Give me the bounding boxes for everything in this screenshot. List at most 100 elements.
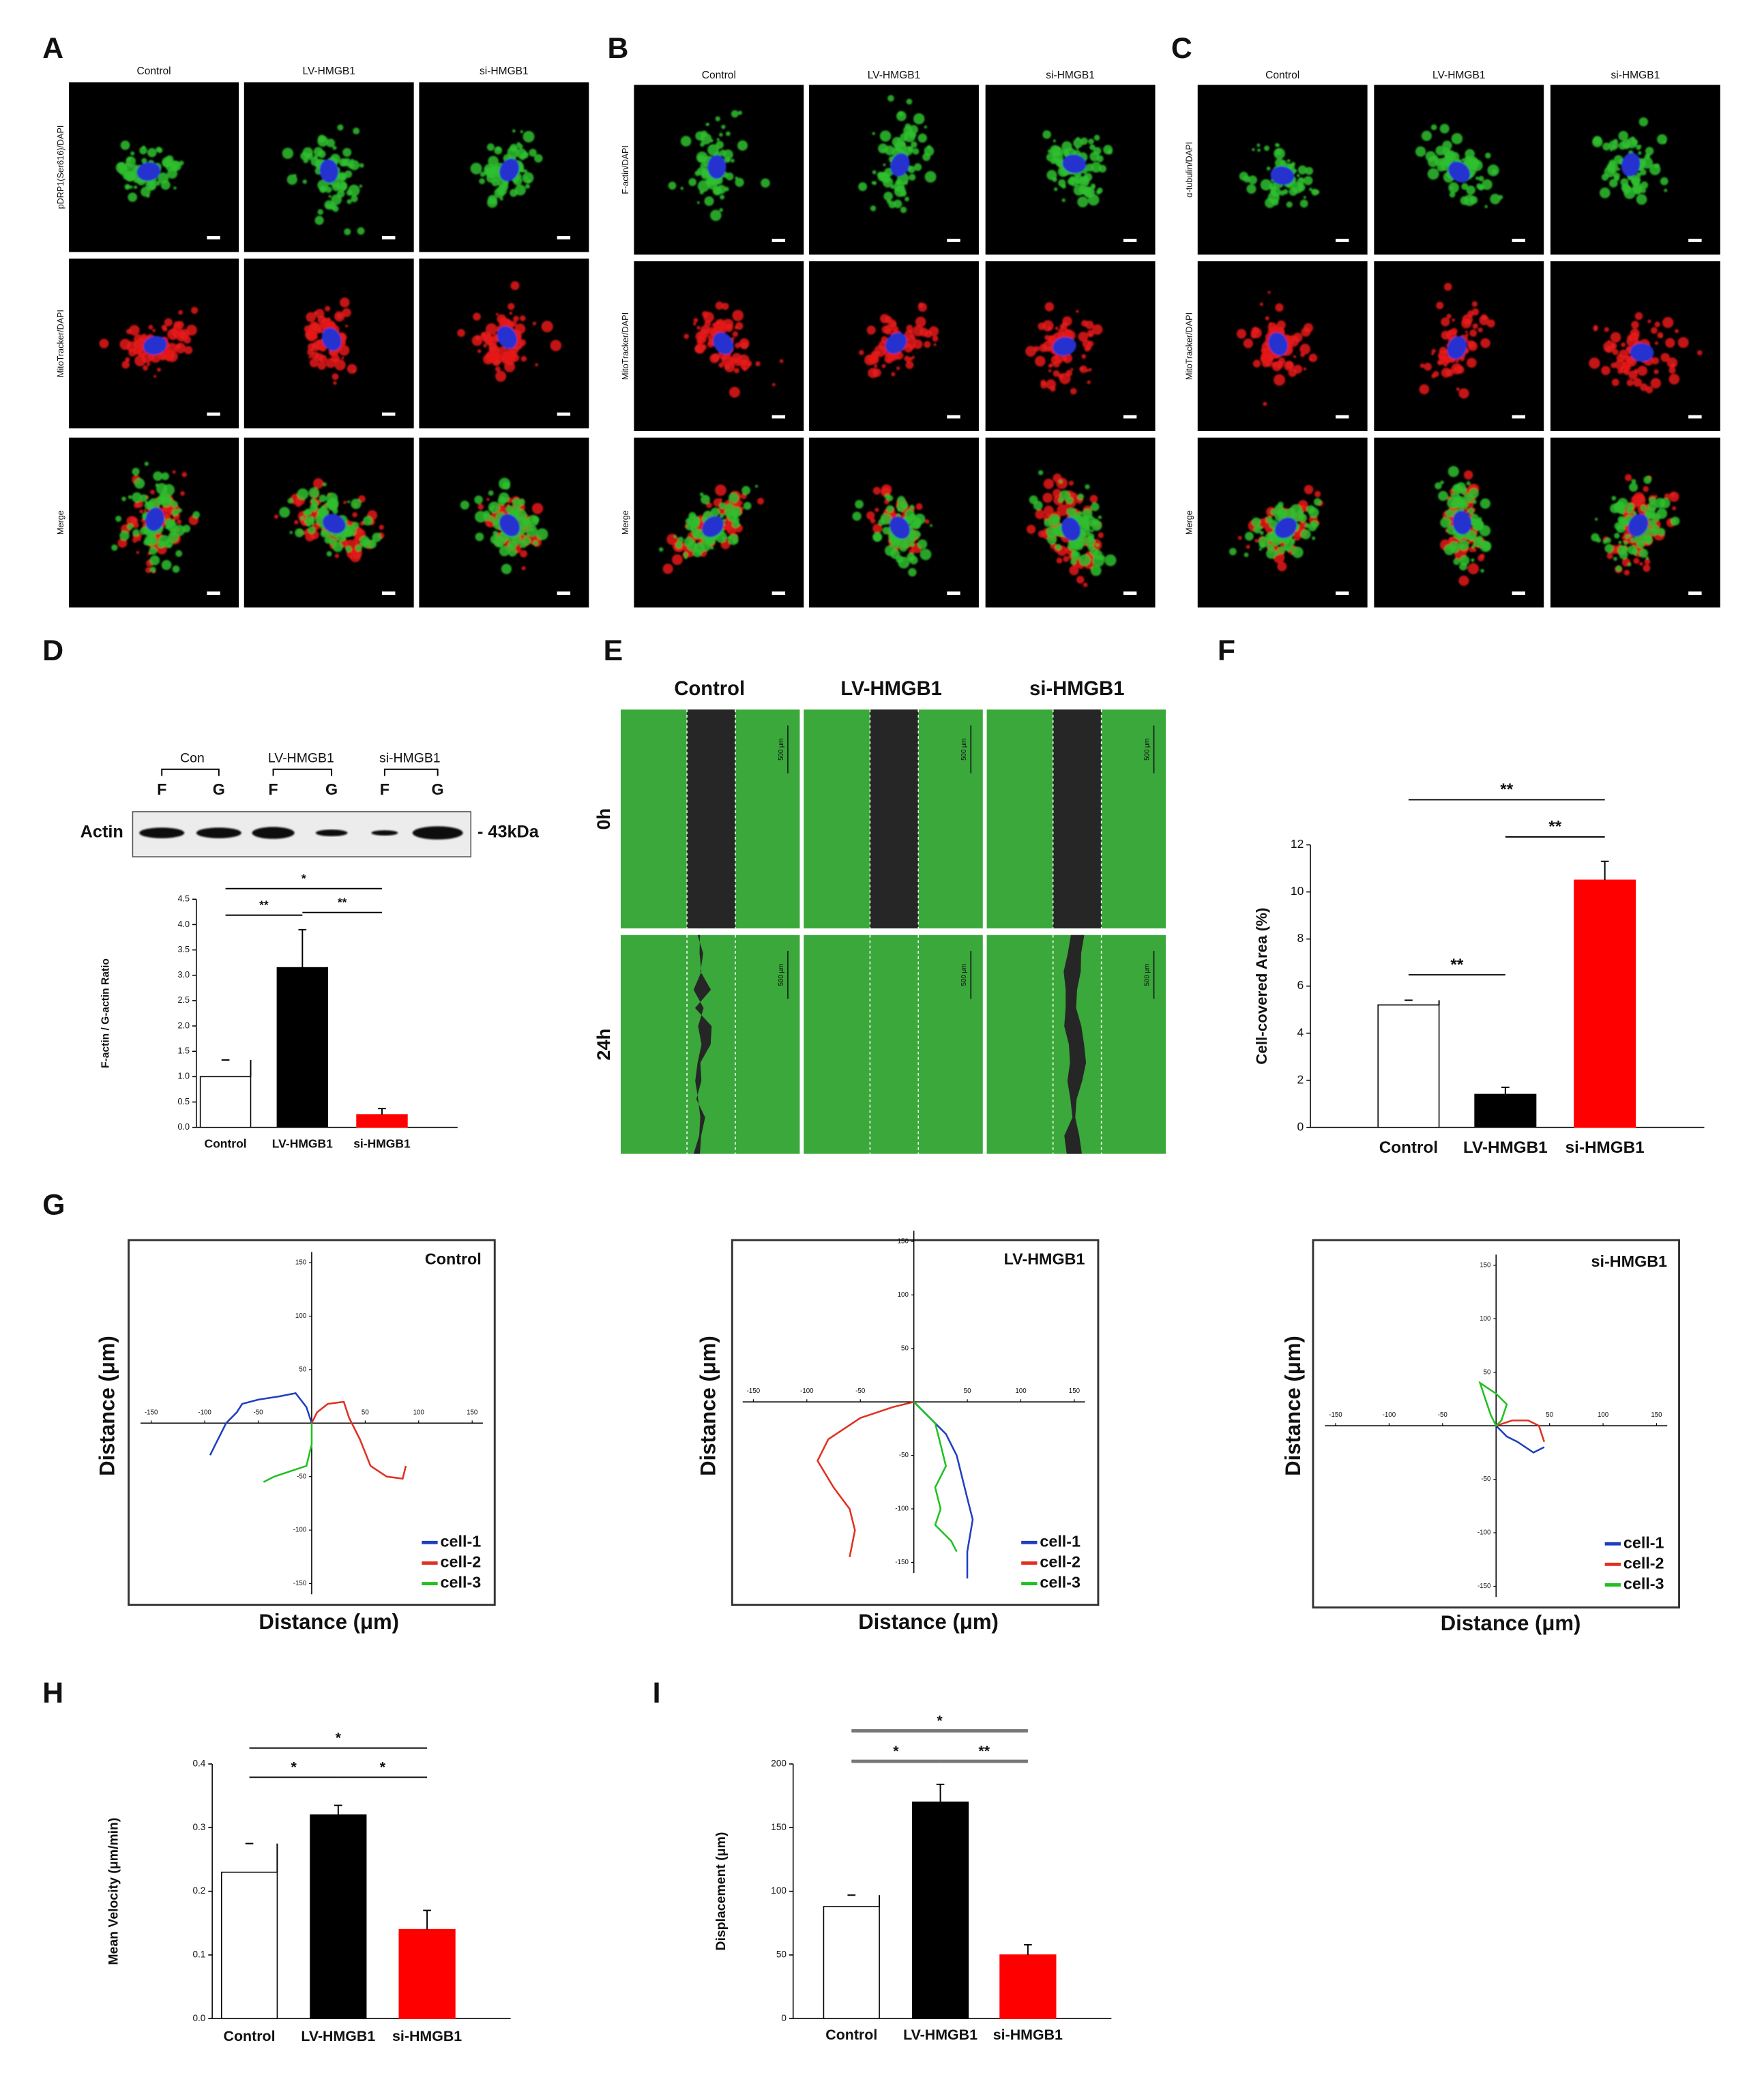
- scale-bar: [381, 236, 396, 239]
- stain: [336, 190, 345, 198]
- stain: [1282, 189, 1289, 195]
- stain: [1044, 334, 1050, 340]
- scale-bar: [1688, 415, 1702, 419]
- stain: [1475, 176, 1480, 180]
- stain: [710, 546, 714, 550]
- stain: [145, 501, 148, 504]
- stain: [712, 325, 721, 335]
- stain: [136, 550, 140, 555]
- stain: [308, 324, 314, 331]
- stain: [332, 145, 337, 150]
- stain: [1257, 148, 1261, 152]
- nucleus: [890, 516, 910, 540]
- error-bar: [1501, 1087, 1510, 1095]
- stain: [872, 523, 883, 533]
- trajectory: [263, 1423, 313, 1483]
- stain: [870, 518, 876, 524]
- cell: [1591, 117, 1669, 205]
- stain: [1055, 544, 1061, 550]
- y-tick-label: 150: [898, 1237, 909, 1245]
- stain: [1616, 524, 1626, 533]
- stain: [347, 500, 351, 503]
- stain: [1632, 182, 1643, 193]
- stain: [1618, 130, 1629, 141]
- stain: [926, 145, 932, 150]
- stain: [904, 355, 910, 362]
- stain: [907, 359, 910, 364]
- y-tick-label: 1.0: [177, 1072, 190, 1081]
- stain: [910, 337, 917, 343]
- stain: [1446, 314, 1452, 319]
- stain: [1090, 183, 1096, 189]
- stain: [905, 503, 909, 508]
- lane-label: G: [432, 780, 444, 798]
- stain: [1629, 482, 1638, 492]
- row-label: MitoTracker/DAPI: [1184, 312, 1194, 380]
- stain: [1085, 369, 1089, 372]
- stain: [905, 196, 909, 202]
- stain: [897, 496, 906, 505]
- significance-label: **: [978, 1743, 990, 1759]
- x-tick-label: LV-HMGB1: [301, 2028, 375, 2044]
- stain: [1634, 312, 1643, 321]
- stain: [872, 486, 881, 495]
- stain: [498, 492, 510, 503]
- stain: [728, 492, 739, 503]
- stain: [295, 528, 304, 538]
- stain: [480, 332, 486, 338]
- legend-label: cell-3: [441, 1574, 482, 1591]
- stain: [485, 323, 498, 336]
- cell: [1419, 282, 1495, 399]
- stain: [873, 533, 882, 542]
- stain: [1047, 534, 1057, 545]
- stain: [880, 513, 892, 525]
- stain: [1314, 189, 1320, 195]
- stain: [1432, 155, 1439, 160]
- stain: [499, 546, 510, 557]
- stain: [1244, 531, 1254, 541]
- stain: [683, 537, 694, 547]
- stain: [143, 539, 150, 546]
- stain: [1458, 575, 1469, 587]
- stain: [1611, 144, 1617, 149]
- stain: [908, 357, 913, 362]
- stain: [1644, 558, 1651, 565]
- stain: [295, 501, 302, 508]
- stain: [332, 508, 338, 514]
- stain: [486, 143, 495, 151]
- stain: [308, 487, 320, 499]
- trajectory: [913, 1401, 974, 1578]
- stain: [1458, 388, 1469, 399]
- y-tick-label: 2.5: [177, 995, 190, 1005]
- stain: [1033, 501, 1043, 510]
- cell: [658, 484, 765, 574]
- stain: [541, 321, 553, 333]
- stain: [1439, 123, 1450, 134]
- stain: [924, 340, 931, 349]
- stain: [1665, 338, 1675, 348]
- stain: [1291, 546, 1304, 559]
- x-tick-label: 150: [1069, 1387, 1081, 1395]
- stain: [1651, 357, 1660, 365]
- stain: [379, 525, 384, 530]
- stain: [1093, 147, 1102, 156]
- stain: [171, 501, 179, 508]
- nucleus: [497, 325, 517, 349]
- stain: [1078, 332, 1089, 342]
- stain: [166, 520, 177, 531]
- stain: [909, 173, 916, 181]
- stain: [1640, 505, 1647, 512]
- stain: [524, 535, 527, 538]
- stain: [1623, 540, 1628, 545]
- stain: [533, 153, 543, 163]
- stain: [662, 563, 673, 574]
- stain: [1308, 507, 1319, 518]
- stain: [1044, 302, 1055, 312]
- stain: [531, 503, 544, 514]
- stain: [495, 370, 507, 382]
- stain: [473, 312, 481, 321]
- stain: [724, 186, 729, 192]
- scale-bar-label: 500 μm: [778, 964, 785, 986]
- stain: [726, 525, 737, 535]
